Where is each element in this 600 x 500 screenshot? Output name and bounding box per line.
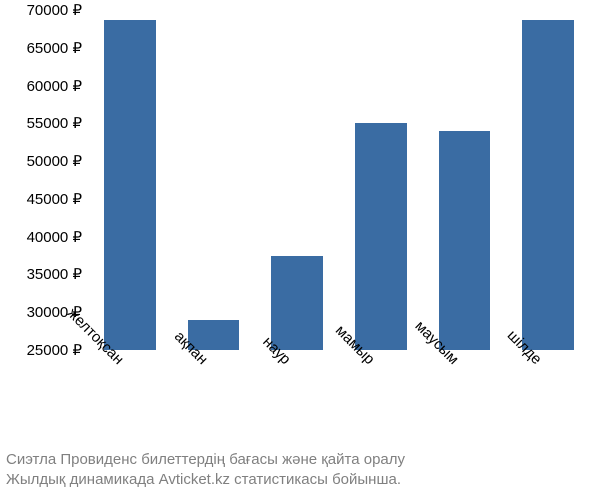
plot-area [88,10,590,350]
x-axis: желтоқсанақпаннаурмамырмаусымшілде [88,356,590,456]
chart-container: 25000 ₽30000 ₽35000 ₽40000 ₽45000 ₽50000… [0,0,600,500]
y-axis: 25000 ₽30000 ₽35000 ₽40000 ₽45000 ₽50000… [0,10,82,350]
caption-line-2: Жылдық динамикада Avticket.kz статистика… [6,470,600,490]
y-tick-label: 50000 ₽ [0,152,82,170]
y-tick-label: 70000 ₽ [0,1,82,19]
bar [439,131,491,350]
y-tick-label: 65000 ₽ [0,39,82,57]
y-tick-label: 40000 ₽ [0,228,82,246]
bar [355,123,407,350]
y-tick-label: 55000 ₽ [0,114,82,132]
y-tick-label: 45000 ₽ [0,190,82,208]
y-tick-label: 35000 ₽ [0,265,82,283]
bar [104,20,156,350]
bar [271,256,323,350]
bar [522,20,574,350]
y-tick-label: 25000 ₽ [0,341,82,359]
bars-group [88,10,590,350]
chart-caption: Сиэтла Провиденс билеттердің бағасы және… [0,450,600,491]
caption-line-1: Сиэтла Провиденс билеттердің бағасы және… [6,450,600,470]
y-tick-label: 60000 ₽ [0,77,82,95]
